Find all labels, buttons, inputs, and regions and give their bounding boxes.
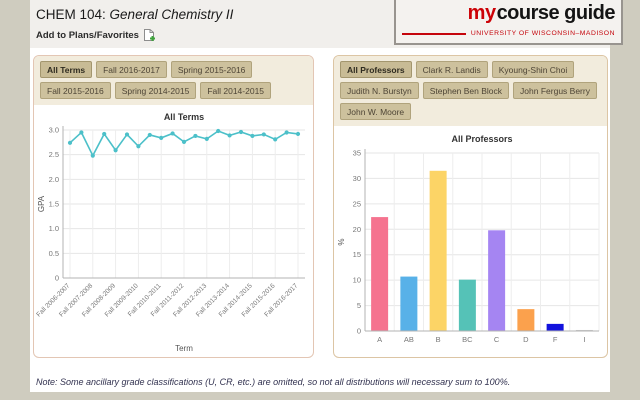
svg-text:Term: Term bbox=[175, 344, 193, 353]
logo-wordmark: mycourse guide bbox=[467, 2, 616, 25]
professor-filter-button[interactable]: Kyoung-Shin Choi bbox=[491, 61, 575, 78]
page-title: CHEM 104: General Chemistry II bbox=[36, 7, 233, 22]
grade-distribution-bar-chart: All Professors 0 5 10 15 20 25 30 35 A AB B BC C D F I% bbox=[337, 134, 600, 344]
svg-text:30: 30 bbox=[353, 174, 361, 183]
logo-banner-rule bbox=[402, 32, 466, 35]
professor-filter-button[interactable]: Clark R. Landis bbox=[415, 61, 488, 78]
course-name: General Chemistry II bbox=[109, 7, 234, 22]
professors-button-group: All Professors Clark R. Landis Kyoung-Shin… bbox=[334, 56, 607, 126]
terms-panel: All Terms Fall 2016-2017 Spring 2015-2016 F… bbox=[33, 55, 314, 358]
svg-text:35: 35 bbox=[353, 149, 361, 158]
footnote: Note: Some ancillary grade classificatio… bbox=[36, 377, 511, 387]
svg-text:BC: BC bbox=[462, 335, 473, 344]
svg-text:0.5: 0.5 bbox=[49, 249, 59, 258]
svg-text:F: F bbox=[553, 335, 558, 344]
svg-text:2.5: 2.5 bbox=[49, 150, 59, 159]
svg-text:GPA: GPA bbox=[37, 195, 46, 212]
add-to-plans-link[interactable]: Add to Plans/Favorites bbox=[36, 29, 156, 42]
svg-text:5: 5 bbox=[357, 301, 361, 310]
svg-text:1.5: 1.5 bbox=[49, 200, 59, 209]
svg-text:B: B bbox=[436, 335, 441, 344]
term-filter-button[interactable]: Fall 2016-2017 bbox=[96, 61, 167, 78]
svg-text:1.0: 1.0 bbox=[49, 224, 59, 233]
professor-filter-row: Judith N. Burstyn Stephen Ben Block John F… bbox=[338, 80, 603, 101]
svg-text:0: 0 bbox=[357, 327, 361, 336]
term-filter-button[interactable]: Spring 2014-2015 bbox=[114, 82, 197, 99]
svg-text:15: 15 bbox=[353, 250, 361, 259]
svg-text:D: D bbox=[523, 335, 529, 344]
term-filter-button[interactable]: Spring 2015-2016 bbox=[170, 61, 253, 78]
svg-text:All Professors: All Professors bbox=[451, 134, 512, 144]
professor-filter-row: All Professors Clark R. Landis Kyoung-Shin… bbox=[338, 59, 603, 80]
professor-filter-button[interactable]: Stephen Ben Block bbox=[422, 82, 510, 99]
professors-panel: All Professors Clark R. Landis Kyoung-Shin… bbox=[333, 55, 608, 358]
svg-text:0: 0 bbox=[55, 274, 59, 283]
svg-text:%: % bbox=[337, 238, 346, 245]
logo-my: my bbox=[467, 2, 496, 24]
svg-text:20: 20 bbox=[353, 225, 361, 234]
svg-text:C: C bbox=[494, 335, 500, 344]
term-filter-button[interactable]: Fall 2014-2015 bbox=[200, 82, 272, 99]
term-filter-button[interactable]: Fall 2015-2016 bbox=[40, 82, 111, 99]
svg-text:AB: AB bbox=[404, 335, 414, 344]
term-filter-row: All Terms Fall 2016-2017 Spring 2015-2016 bbox=[38, 59, 309, 80]
logo-course: course bbox=[496, 2, 560, 24]
terms-button-group: All Terms Fall 2016-2017 Spring 2015-2016 F… bbox=[34, 56, 313, 105]
professor-filter-button[interactable]: Judith N. Burstyn bbox=[340, 82, 419, 99]
course-code: CHEM 104: bbox=[36, 7, 106, 22]
svg-text:I: I bbox=[583, 335, 585, 344]
svg-text:3.0: 3.0 bbox=[49, 126, 59, 135]
professor-filter-button[interactable]: All Professors bbox=[340, 61, 412, 78]
svg-text:A: A bbox=[377, 335, 382, 344]
logo-banner-text: UNIVERSITY OF WISCONSIN–MADISON bbox=[470, 30, 615, 37]
logo: mycourse guide UNIVERSITY OF WISCONSIN–MA… bbox=[394, 0, 623, 45]
content-card: CHEM 104: General Chemistry II Add to Pl… bbox=[30, 0, 610, 392]
logo-banner: UNIVERSITY OF WISCONSIN–MADISON bbox=[402, 30, 615, 37]
svg-text:25: 25 bbox=[353, 199, 361, 208]
svg-text:10: 10 bbox=[353, 276, 361, 285]
professor-filter-button[interactable]: John Fergus Berry bbox=[513, 82, 597, 99]
svg-text:All Terms: All Terms bbox=[164, 112, 204, 122]
add-document-icon bbox=[143, 29, 155, 41]
term-filter-row: Fall 2015-2016 Spring 2014-2015 Fall 2014-… bbox=[38, 80, 309, 101]
logo-guide: guide bbox=[564, 2, 615, 24]
professor-filter-button[interactable]: John W. Moore bbox=[340, 103, 412, 120]
professor-filter-row: John W. Moore bbox=[338, 101, 603, 122]
add-to-plans-label: Add to Plans/Favorites bbox=[36, 30, 139, 41]
term-filter-button[interactable]: All Terms bbox=[40, 61, 93, 78]
svg-text:2.0: 2.0 bbox=[49, 175, 59, 184]
